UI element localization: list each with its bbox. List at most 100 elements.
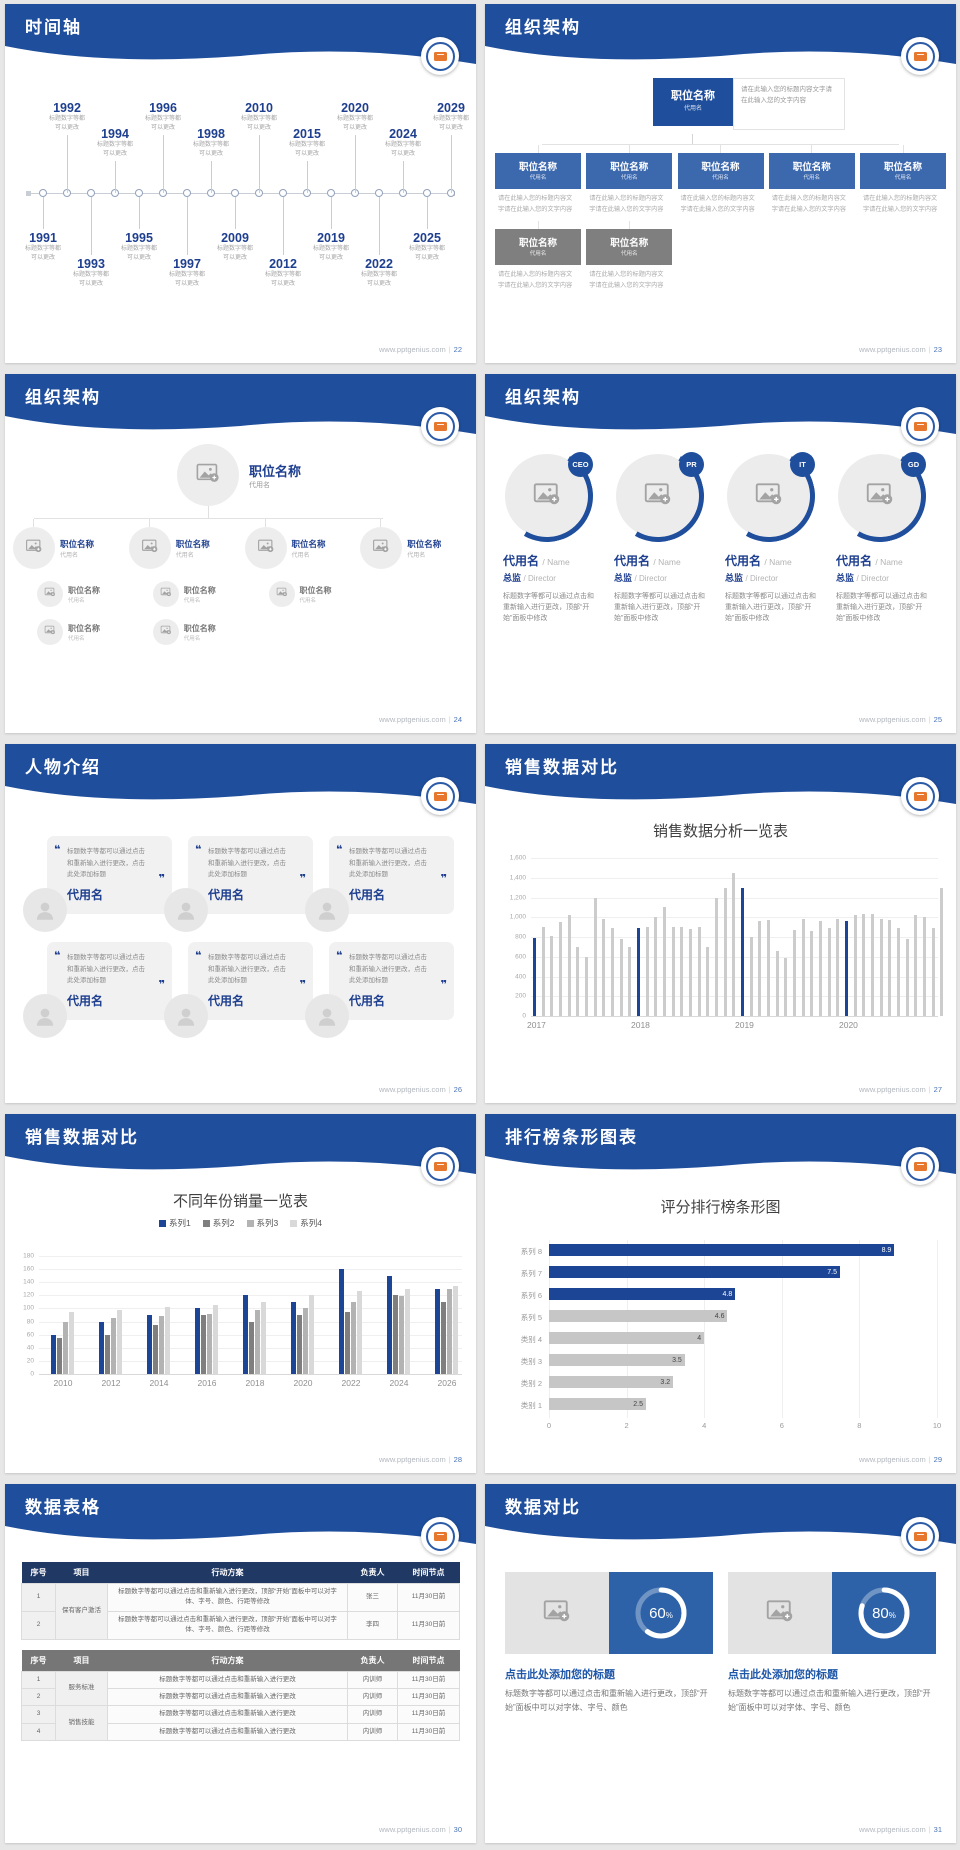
cell-no: 2 bbox=[21, 1610, 56, 1640]
school-logo-icon bbox=[901, 1147, 939, 1185]
slide-title: 人物介绍 bbox=[25, 758, 101, 777]
org-level2-item: 职位名称 代用名 请在此输入您的标题内容文字请在此输入您的文字内容 bbox=[495, 145, 581, 215]
person-avatar-icon bbox=[305, 994, 349, 1038]
chart-bar bbox=[836, 919, 840, 1016]
stat-panel: 60% 点击此处添加您的标题 标题数字等都可以通过点击和重新输入进行更改，顶部“开始… bbox=[505, 1572, 713, 1714]
slide-body: 职位名称 代用名 请在此输入您的标题内容文字请在此输入您的文字内容 职位名称 代用名 请在… bbox=[485, 68, 956, 363]
org-circle-item: 职位名称 代用名 bbox=[152, 619, 245, 645]
org-level3-item bbox=[360, 581, 476, 607]
category-label: 类别 2 bbox=[520, 1379, 542, 1388]
image-placeholder-icon bbox=[44, 585, 56, 603]
donut-percent-label: 80% bbox=[872, 1604, 896, 1622]
page-number: 26 bbox=[453, 1085, 462, 1094]
position-title: 职位名称 bbox=[610, 162, 649, 173]
school-logo-icon bbox=[901, 1517, 939, 1555]
stat-title: 点击此处添加您的标题 bbox=[728, 1669, 838, 1681]
school-logo-icon bbox=[421, 777, 459, 815]
caption-line: 标题数字等都 bbox=[96, 142, 133, 148]
image-placeholder-icon bbox=[160, 623, 172, 641]
logo-ring bbox=[905, 1521, 935, 1551]
timeline-node bbox=[327, 189, 335, 197]
image-placeholder-icon bbox=[754, 479, 784, 514]
footer-site: www.pptgenius.com bbox=[859, 1455, 926, 1464]
gridline bbox=[39, 1256, 462, 1257]
slide-footer: www.pptgenius.com | 30 bbox=[379, 1825, 462, 1834]
cell-30: 数据表格 序号 项目 行动方案 负责人 时间节点 1 保有客户激活 标题数字等都可以通过点击和… bbox=[0, 1480, 480, 1850]
gridline bbox=[39, 1374, 462, 1375]
cell-25: 组织架构 CEO 代用名 / Name 总监 / Director 标题数字等都可以通… bbox=[480, 370, 960, 740]
chart-bar bbox=[51, 1334, 56, 1374]
ranking-chart-plot: 0 2 4 6 8 10 系列 8 8.9 系列 7 7.5 系列 6 4.8 系列 5 4.6 类别 4 4… bbox=[521, 1240, 941, 1430]
cell-owner: 内训师 bbox=[347, 1705, 398, 1724]
timeline-stem bbox=[450, 135, 452, 193]
y-axis-label: 1,000 bbox=[509, 913, 526, 921]
cell-22: 时间轴 1991 标题数字等都 可以更改 1992 标题数字等都 可以更改 1993 标题数字… bbox=[0, 0, 480, 370]
chart-bar bbox=[819, 921, 822, 1016]
column-header: 负责人 bbox=[347, 1649, 398, 1672]
chart-bar bbox=[399, 1296, 404, 1374]
gridline bbox=[39, 1295, 462, 1297]
category-label: 系列 7 bbox=[520, 1269, 542, 1278]
timeline-stem bbox=[378, 197, 380, 255]
timeline-stem bbox=[330, 197, 332, 229]
org-root-item: 职位名称 代用名 bbox=[177, 444, 476, 506]
chart-bar bbox=[914, 915, 918, 1016]
position-title: 职位名称 bbox=[610, 238, 649, 250]
profile-desc: 标题数字等都可以通过点击和重新输入进行更改，顶部“开始”面板中修改 bbox=[836, 593, 927, 623]
percent-unit: % bbox=[888, 1610, 896, 1620]
y-axis-label: 160 bbox=[23, 1265, 34, 1273]
org-circle-item: 职位名称 代用名 bbox=[13, 527, 129, 569]
cell-due: 11月30日前 bbox=[397, 1705, 460, 1724]
org-item-desc: 请在此输入您的标题内容文字请在此输入您的文字内容 bbox=[863, 195, 938, 213]
chart-bar bbox=[105, 1334, 110, 1374]
table-row: 1 服务标准 标题数字等都可以通过点击和重新输入进行更改 内训师 11月30日前 bbox=[21, 1670, 460, 1707]
org-position-box: 职位名称 代用名 bbox=[495, 153, 581, 189]
profile-role: 总监 / Director bbox=[614, 573, 667, 583]
cell-plan: 标题数字等都可以通过点击和重新输入进行更改 bbox=[107, 1670, 348, 1689]
profile-role-en: / Director bbox=[523, 574, 556, 583]
stat-title: 点击此处添加您的标题 bbox=[505, 1669, 615, 1681]
school-logo-icon bbox=[901, 407, 939, 445]
caption-line: 可以更改 bbox=[222, 255, 247, 261]
chart-bar bbox=[207, 1313, 212, 1374]
position-title: 职位名称 bbox=[883, 162, 922, 173]
timeline-node bbox=[183, 189, 191, 197]
avatar-placeholder bbox=[360, 527, 403, 569]
school-logo-icon bbox=[901, 777, 939, 815]
slide-title: 排行榜条形图表 bbox=[505, 1128, 638, 1147]
table-body: 1 保有客户激活 标题数字等都可以通过点击和重新输入进行更改，顶部“开始”面板中可以… bbox=[21, 1583, 460, 1640]
cell-plan: 标题数字等都可以通过点击和重新输入进行更改 bbox=[107, 1705, 348, 1724]
chart-bar bbox=[559, 922, 562, 1016]
position-subtitle: 代用名 bbox=[183, 635, 201, 642]
timeline-caption: 标题数字等都 可以更改 bbox=[353, 271, 405, 289]
person-card: ❝ 标题数字等都可以通过点击和重新输入进行更改，点击此处添加标题 ❞ 代用名 bbox=[23, 942, 172, 1038]
cell-no: 1 bbox=[21, 1670, 56, 1689]
org-level2-item: 职位名称 代用名 bbox=[13, 519, 129, 569]
org-level3-item: 职位名称 代用名 请在此输入您的标题内容文字请在此输入您的文字内容 bbox=[495, 221, 581, 291]
chart-bar bbox=[69, 1311, 74, 1374]
timeline-item: 1995 标题数字等都 可以更改 bbox=[113, 197, 165, 263]
slide-people-intro: 人物介绍 ❝ 标题数字等都可以通过点击和重新输入进行更改，点击此处添加标题 ❞ 代用名… bbox=[5, 744, 476, 1103]
image-placeholder-icon bbox=[160, 585, 172, 603]
timeline-year: 2020 bbox=[341, 101, 369, 115]
position-title: 职位名称 bbox=[183, 623, 216, 633]
gridline bbox=[39, 1308, 462, 1310]
org-item-label: 职位名称 代用名 bbox=[300, 585, 332, 604]
cell-due: 11月30日前 bbox=[397, 1583, 460, 1612]
footer-site: www.pptgenius.com bbox=[379, 715, 446, 724]
slide-header: 组织架构 bbox=[485, 4, 956, 76]
quote-close-icon: ❞ bbox=[440, 873, 447, 885]
connector-line bbox=[811, 145, 813, 153]
caption-line: 可以更改 bbox=[294, 151, 319, 157]
caption-line: 可以更改 bbox=[414, 255, 439, 261]
gridline bbox=[937, 1240, 938, 1418]
slide-org-chart-circles: 组织架构 职位名称 代用名 职位名称 代用名 职位名称 代用名 职位名称 代用名 职位名称 代用名… bbox=[5, 374, 476, 733]
quote-close-icon: ❞ bbox=[158, 979, 165, 991]
logo-book-icon bbox=[913, 51, 927, 61]
slide-body: 职位名称 代用名 职位名称 代用名 职位名称 代用名 职位名称 代用名 职位名称 代用名 职位名称代… bbox=[5, 438, 476, 733]
timeline-caption: 标题数字等都 可以更改 bbox=[185, 141, 237, 159]
chart-bar bbox=[63, 1321, 68, 1374]
caption-line: 标题数字等都 bbox=[312, 246, 349, 252]
timeline-stem bbox=[162, 135, 164, 193]
category-label: 系列 8 bbox=[520, 1247, 542, 1256]
